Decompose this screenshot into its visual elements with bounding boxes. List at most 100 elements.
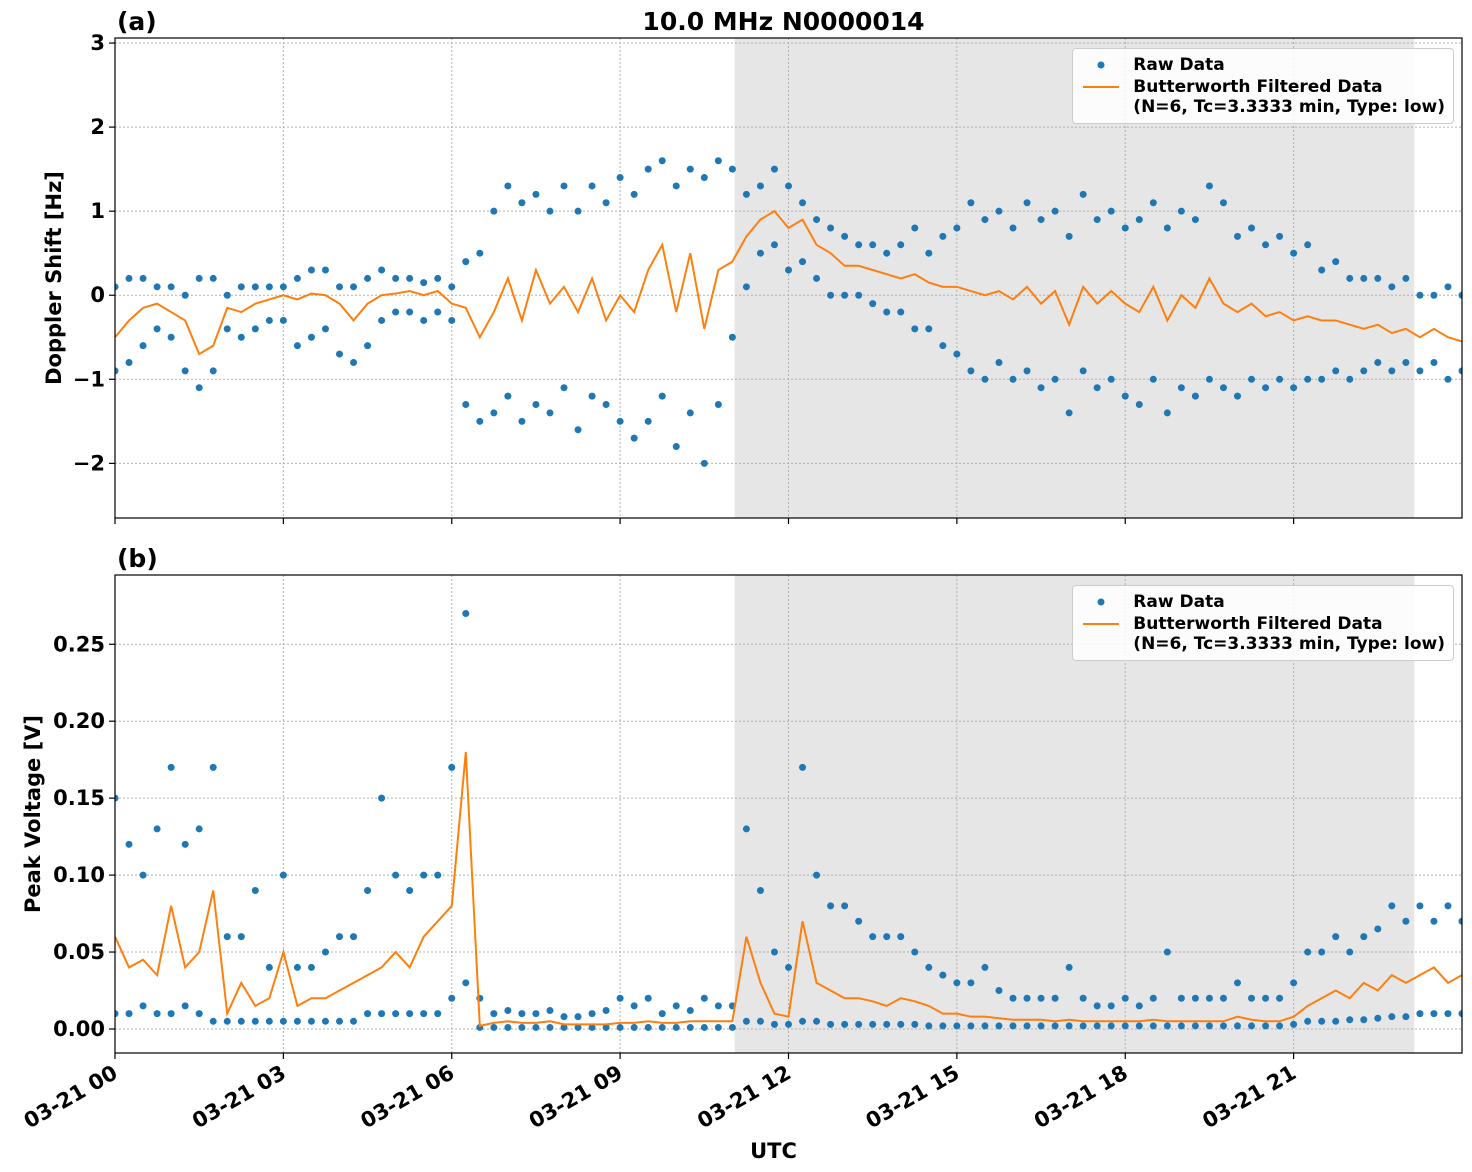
raw-point (700, 994, 708, 1002)
raw-point (321, 1017, 329, 1025)
raw-point (1234, 979, 1241, 987)
raw-point (1107, 1002, 1115, 1010)
raw-point (672, 182, 680, 190)
raw-point (1037, 216, 1045, 224)
raw-point (546, 409, 554, 417)
legend-label: Raw Data (1133, 55, 1225, 75)
raw-point (967, 1022, 975, 1030)
raw-point (925, 325, 933, 333)
plot-frame (114, 37, 1463, 519)
raw-point (1304, 241, 1312, 249)
raw-point (855, 241, 863, 249)
raw-point (897, 933, 905, 941)
y-tick-label: 0.25 (53, 632, 105, 656)
raw-point (770, 948, 778, 956)
raw-point (448, 316, 456, 324)
x-tick-label: 03-21 18 (1030, 1061, 1132, 1134)
raw-point (1332, 1017, 1340, 1025)
raw-point (209, 367, 217, 375)
raw-point (827, 224, 835, 232)
y-tick-label: 0.20 (53, 709, 105, 733)
legend-swatch (1081, 614, 1121, 634)
raw-point (785, 1020, 792, 1028)
raw-point (728, 333, 736, 341)
raw-point (1163, 1022, 1171, 1030)
raw-point (504, 392, 512, 400)
raw-point (115, 367, 119, 375)
raw-point (1416, 1010, 1424, 1018)
raw-point (1135, 216, 1143, 224)
raw-point (518, 417, 526, 425)
raw-point (195, 825, 203, 833)
raw-point (1023, 994, 1031, 1002)
raw-point (1023, 367, 1031, 375)
raw-point (1177, 207, 1185, 215)
raw-point (115, 794, 119, 802)
raw-point (588, 182, 596, 190)
raw-point (139, 274, 147, 282)
raw-point (855, 917, 863, 925)
raw-point (1346, 1016, 1354, 1024)
raw-point (1219, 384, 1227, 392)
raw-point (686, 1023, 694, 1031)
raw-point (1374, 274, 1382, 282)
raw-point (981, 963, 989, 971)
raw-point (1444, 283, 1452, 291)
raw-point (953, 350, 961, 358)
raw-point (630, 434, 638, 442)
raw-point (967, 367, 975, 375)
raw-point (307, 266, 315, 274)
raw-point (981, 1022, 989, 1030)
raw-point (251, 1017, 259, 1025)
raw-point (1388, 367, 1396, 375)
raw-point (279, 316, 287, 324)
raw-point (1304, 948, 1312, 956)
raw-point (1276, 375, 1284, 383)
raw-point (378, 316, 386, 324)
raw-point (336, 933, 343, 941)
y-tick-label: 1 (90, 199, 105, 223)
raw-point (1290, 979, 1298, 987)
raw-point (237, 283, 245, 291)
raw-point (700, 174, 708, 182)
raw-point (307, 333, 315, 341)
raw-point (139, 1002, 147, 1010)
raw-point (125, 274, 133, 282)
raw-point (1290, 1020, 1298, 1028)
raw-point (799, 1017, 807, 1025)
raw-point (1262, 384, 1270, 392)
raw-point (307, 1017, 315, 1025)
raw-point (1149, 994, 1157, 1002)
raw-point (223, 325, 231, 333)
x-axis-label: UTC (750, 1139, 797, 1163)
raw-point (1107, 375, 1115, 383)
raw-point (869, 1020, 877, 1028)
raw-point (1107, 207, 1115, 215)
raw-point (448, 994, 456, 1002)
raw-point (195, 384, 203, 392)
raw-point (630, 1023, 638, 1031)
raw-point (939, 342, 947, 350)
raw-point (139, 342, 147, 350)
legend: Raw Data Butterworth Filtered Data (N=6, … (1072, 585, 1454, 661)
raw-point (967, 979, 975, 987)
raw-point (756, 886, 764, 894)
raw-point (714, 1023, 722, 1031)
raw-point (1191, 994, 1199, 1002)
raw-point (616, 417, 624, 425)
raw-point (265, 1017, 273, 1025)
raw-point (897, 1020, 905, 1028)
legend-entry: Butterworth Filtered Data (N=6, Tc=3.333… (1081, 614, 1445, 654)
raw-point (630, 1002, 638, 1010)
raw-point (378, 1010, 386, 1018)
raw-point (1402, 1013, 1410, 1021)
raw-point (265, 316, 273, 324)
raw-point (925, 1022, 933, 1030)
raw-point (336, 283, 343, 291)
marker-icon (1097, 61, 1105, 69)
raw-point (1149, 1022, 1157, 1030)
raw-point (911, 948, 919, 956)
raw-point (1458, 291, 1462, 299)
raw-point (1065, 232, 1073, 240)
raw-point (462, 609, 470, 617)
